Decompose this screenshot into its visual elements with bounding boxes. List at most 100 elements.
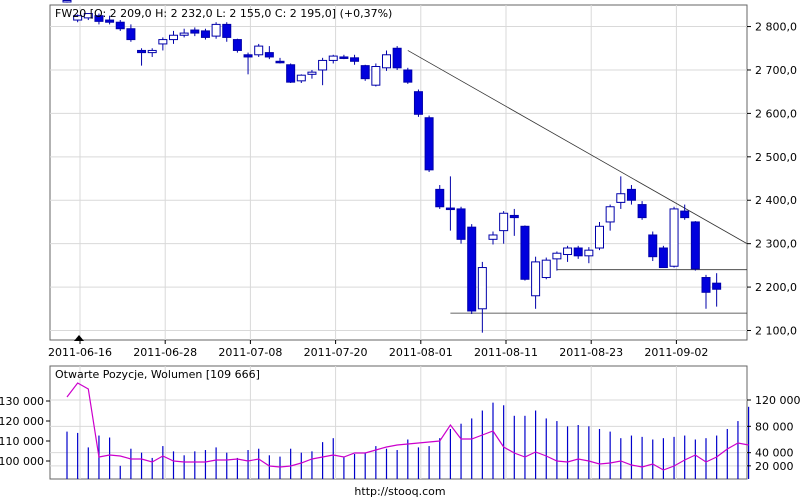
date-tick-label: 2011-07-20	[304, 346, 368, 359]
oi-tick-label: 120 000	[0, 415, 44, 428]
candle-body-down	[350, 57, 360, 62]
candle-body-up	[62, 0, 72, 3]
candle	[147, 48, 157, 57]
volume-chart-title: Otwarte Pozycje, Wolumen [109 666]	[55, 368, 260, 381]
candle-body-down	[264, 52, 274, 58]
footer-link[interactable]: http://stooq.com	[354, 485, 445, 498]
candle	[626, 185, 636, 205]
candle	[637, 201, 647, 220]
candle-body-down	[232, 39, 242, 51]
candle-body-up	[147, 49, 157, 54]
candle	[584, 247, 594, 264]
candle-body-up	[83, 13, 93, 19]
open-interest-series	[66, 382, 749, 471]
candle-body-down	[126, 28, 136, 41]
candle-body-down	[648, 234, 658, 258]
candle	[211, 22, 221, 39]
candle	[350, 54, 360, 65]
candle	[467, 224, 477, 315]
candle-body-down	[286, 64, 296, 83]
candle-body-up	[371, 66, 381, 86]
candle-body-down	[275, 60, 285, 64]
candle	[520, 225, 530, 281]
candle-body-up	[595, 225, 604, 249]
candle	[179, 28, 189, 38]
date-tick-label: 2011-06-28	[133, 346, 197, 359]
candle-body-down	[403, 69, 413, 83]
volume-gridlines	[50, 366, 747, 479]
candle-body-up	[158, 39, 168, 45]
oi-tick-label: 100 000	[0, 455, 44, 468]
volume-tick-label: 20 000	[755, 460, 794, 473]
candle	[477, 261, 487, 333]
candle-body-up	[552, 252, 562, 260]
candle-body-up	[382, 54, 391, 69]
candle-body-up	[669, 208, 679, 267]
candle	[73, 14, 83, 23]
candle-body-down	[435, 188, 445, 208]
date-tick-label: 2011-07-08	[218, 346, 282, 359]
candle-body-down	[637, 204, 647, 219]
candle-body-up	[541, 259, 551, 279]
candle-body-up	[169, 34, 178, 41]
candle	[296, 74, 306, 84]
date-tick-label: 2011-08-11	[474, 346, 538, 359]
candle	[275, 57, 285, 64]
candle	[413, 89, 423, 117]
volume-tick-label: 120 000	[755, 394, 800, 407]
candle	[456, 206, 466, 244]
candle	[658, 245, 668, 269]
candle-body-up	[488, 234, 498, 240]
candle	[360, 64, 370, 81]
candle-body-up	[211, 23, 221, 37]
candle	[232, 38, 242, 53]
candle	[307, 69, 317, 79]
candle	[680, 204, 690, 220]
candle	[648, 231, 658, 262]
candle-body-down	[339, 56, 349, 59]
candle-body-up	[531, 261, 541, 297]
candle-body-down	[445, 207, 455, 211]
candle	[541, 257, 551, 280]
candle	[222, 22, 232, 42]
candle	[573, 245, 583, 259]
candle-body-down	[360, 65, 370, 80]
candle	[669, 206, 679, 268]
candle-body-down	[509, 214, 519, 219]
date-axis: 2011-06-16 2011-06-28 2011-07-08 2011-07-20…	[48, 340, 708, 359]
candle-body-down	[626, 188, 636, 201]
candle-body-up	[477, 267, 487, 310]
candle-body-down	[467, 226, 477, 312]
candle	[712, 273, 722, 307]
price-y-tick-label: 2 800,0	[755, 21, 797, 34]
candle-body-down	[573, 247, 583, 257]
volume-tick-label: 80 000	[755, 420, 794, 433]
candle-body-down	[200, 30, 210, 38]
date-tick-label: 2011-08-01	[389, 346, 453, 359]
candle-body-up	[179, 32, 189, 36]
candle-body-down	[243, 54, 253, 58]
candle-body-down	[701, 277, 711, 293]
candle	[403, 67, 413, 84]
price-candles	[62, 0, 722, 333]
candle	[392, 46, 402, 70]
volume-plot-frame	[49, 365, 748, 480]
candle	[328, 54, 338, 64]
price-y-tick-label: 2 700,0	[755, 64, 797, 77]
candle	[499, 211, 509, 244]
candle-body-down	[712, 282, 722, 290]
oi-tick-label: 110 000	[0, 435, 44, 448]
candle	[243, 52, 253, 75]
candle	[435, 185, 445, 209]
candle-body-up	[563, 247, 573, 256]
price-trendlines	[407, 50, 748, 314]
candle-body-up	[296, 74, 306, 82]
candle-body-down	[680, 210, 690, 219]
price-y-tick-label: 2 300,0	[755, 238, 797, 251]
resistance-trendline	[407, 50, 748, 245]
candle	[254, 43, 264, 57]
open-interest-axis: 100 000 110 000 120 000 130 000	[0, 395, 50, 468]
candle-body-down	[94, 15, 104, 22]
candle-body-down	[456, 208, 466, 240]
candle	[62, 0, 72, 3]
